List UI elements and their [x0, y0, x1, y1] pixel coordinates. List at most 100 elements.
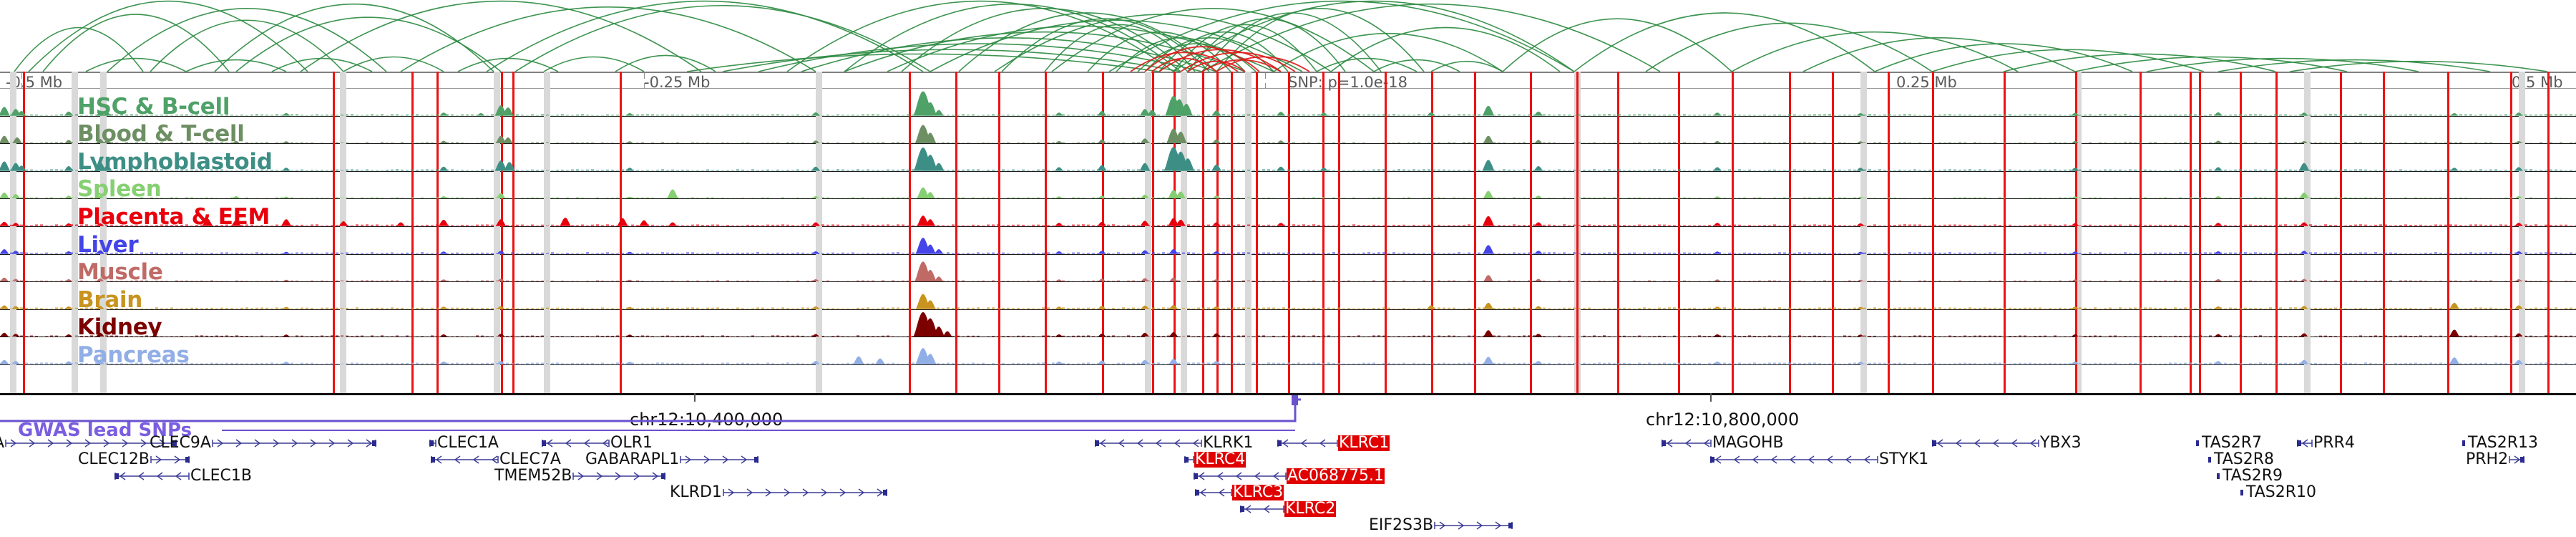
gene-strand-arrow-left: [429, 438, 436, 448]
gene-label: KLRK1: [1202, 435, 1254, 451]
signal-track: Brain: [0, 282, 2576, 310]
gene-label: STYK1: [1878, 452, 1929, 468]
interaction-arc: [515, 6, 930, 72]
gene-feature[interactable]: TMEM52B: [494, 468, 665, 484]
tissue-signal-tracks: HSC & B-cell Blood & T-cell Lymphoblastoid…: [0, 89, 2576, 393]
signal-profile: [0, 144, 2576, 171]
interaction-arc: [343, 57, 444, 72]
interaction-arc: [1216, 57, 1309, 72]
gene-feature[interactable]: TAS2R13: [2462, 435, 2539, 451]
gene-feature[interactable]: STYK1: [1710, 452, 1929, 468]
interaction-arc: [29, 1, 308, 72]
interaction-arc: [544, 57, 644, 72]
gene-feature[interactable]: CLEC1A: [429, 435, 499, 451]
signal-profile: [0, 117, 2576, 144]
gene-label: MAGOHB: [1712, 435, 1785, 451]
gene-feature[interactable]: PRR4: [2297, 435, 2356, 451]
signal-profile: [0, 255, 2576, 282]
gene-feature[interactable]: CLEC9A: [149, 435, 376, 451]
gene-feature[interactable]: KLRC4: [1184, 452, 1246, 468]
interaction-arc: [1732, 32, 2018, 72]
gene-feature[interactable]: PRH2: [2465, 452, 2524, 468]
gene-strand-arrow-left: [114, 471, 190, 481]
gene-strand-arrow-left: [1662, 438, 1712, 448]
gene-label: AC068775.1: [1287, 468, 1385, 484]
gene-feature[interactable]: TAS2R9: [2216, 468, 2283, 484]
interaction-arc: [1431, 62, 1503, 72]
gene-label: CLEC1B: [190, 468, 253, 484]
axis-tick-mark: [1265, 73, 1266, 79]
interaction-arc: [1374, 60, 1460, 72]
gene-feature[interactable]: KLRK1: [1095, 435, 1254, 451]
gene-feature[interactable]: TAS2R8: [2207, 452, 2275, 468]
gene-feature[interactable]: TAS2R10: [2240, 485, 2317, 500]
gene-exon-block: [2462, 438, 2467, 448]
signal-profile: [0, 172, 2576, 199]
signal-profile: [0, 227, 2576, 254]
gene-label: CLEC1A: [436, 435, 499, 451]
gene-label: PRH2: [2465, 452, 2509, 468]
interaction-arc: [401, 7, 816, 72]
gene-feature[interactable]: KLRC1: [1277, 435, 1390, 451]
gene-feature[interactable]: CLEC12B: [77, 452, 190, 468]
signal-profile: [0, 337, 2576, 364]
signal-profile: [0, 310, 2576, 337]
gene-strand-arrow-left: [1277, 438, 1338, 448]
gene-strand-arrow-right: [1434, 521, 1513, 531]
signal-track: Kidney: [0, 310, 2576, 338]
interaction-arc: [1503, 19, 1732, 72]
gene-label: KLRD1: [669, 485, 723, 500]
gene-feature[interactable]: MAGOHB: [1662, 435, 1785, 451]
gene-feature[interactable]: KLRC3: [1195, 485, 1284, 500]
gene-feature[interactable]: CLEC7A: [431, 452, 562, 468]
gene-label: TAS2R13: [2467, 435, 2539, 451]
gene-label: PRR4: [2313, 435, 2356, 451]
signal-track: Lymphoblastoid: [0, 144, 2576, 172]
signal-track: Placenta & EEM: [0, 199, 2576, 227]
gene-label: GABARAPL1: [585, 452, 680, 468]
gene-strand-arrow-left: [1710, 455, 1878, 465]
gene-feature[interactable]: KLRD1: [669, 485, 887, 500]
gene-strand-arrow-right: [680, 455, 758, 465]
gene-label: TMEM52B: [494, 468, 572, 484]
gene-label: KLRC1: [1338, 435, 1390, 451]
interaction-arc: [1646, 23, 1932, 72]
gene-label: TAS2R7: [2201, 435, 2263, 451]
signal-track: Spleen: [0, 172, 2576, 200]
interaction-arc: [301, 1, 701, 72]
gene-label: CLEC7A: [499, 452, 562, 468]
gene-annotation-track: ACLEC9ACLEC1AOLR1KLRK1KLRC1MAGOHBYBX3TAS…: [0, 435, 2576, 537]
gene-label: KLRC4: [1194, 452, 1246, 468]
interaction-arc-panel: [0, 0, 2576, 72]
gene-strand-arrow-left: [542, 438, 610, 448]
gene-feature[interactable]: TAS2R7: [2195, 435, 2263, 451]
gene-feature[interactable]: GABARAPL1: [585, 452, 758, 468]
gene-feature[interactable]: KLRC2: [1240, 501, 1336, 517]
gene-strand-arrow-left: [2297, 438, 2313, 448]
gene-label: YBX3: [2039, 435, 2082, 451]
interaction-arc: [458, 59, 558, 72]
signal-profile: [0, 199, 2576, 226]
interaction-arc: [107, 9, 386, 72]
signal-track: HSC & B-cell: [0, 89, 2576, 117]
signal-profile: [0, 282, 2576, 309]
interaction-arc: [150, 20, 343, 72]
gene-strand-arrow-right: [150, 455, 190, 465]
gene-feature[interactable]: AC068775.1: [1194, 468, 1385, 484]
gene-label: CLEC12B: [77, 452, 150, 468]
gene-strand-arrow-left: [1240, 504, 1284, 514]
signal-profile: [0, 89, 2576, 116]
gene-exon-block: [2216, 471, 2222, 481]
gene-feature[interactable]: OLR1: [542, 435, 653, 451]
genome-browser-screenshot: -0.5 Mb -0.25 Mb 0.25 Mb 0.5 Mb SNP: p=1.0e-…: [0, 0, 2576, 537]
gene-feature[interactable]: CLEC1B: [114, 468, 253, 484]
gene-feature[interactable]: EIF2S3B: [1368, 518, 1513, 533]
signal-track: Liver: [0, 227, 2576, 255]
signal-track: Muscle: [0, 255, 2576, 283]
gene-strand-arrow-left: [1932, 438, 2039, 448]
gene-label: TAS2R10: [2245, 485, 2317, 500]
gene-label: KLRC2: [1284, 501, 1336, 517]
gene-feature[interactable]: YBX3: [1932, 435, 2082, 451]
gene-exon-block: [2195, 438, 2201, 448]
gene-strand-arrow-right: [2509, 455, 2524, 465]
